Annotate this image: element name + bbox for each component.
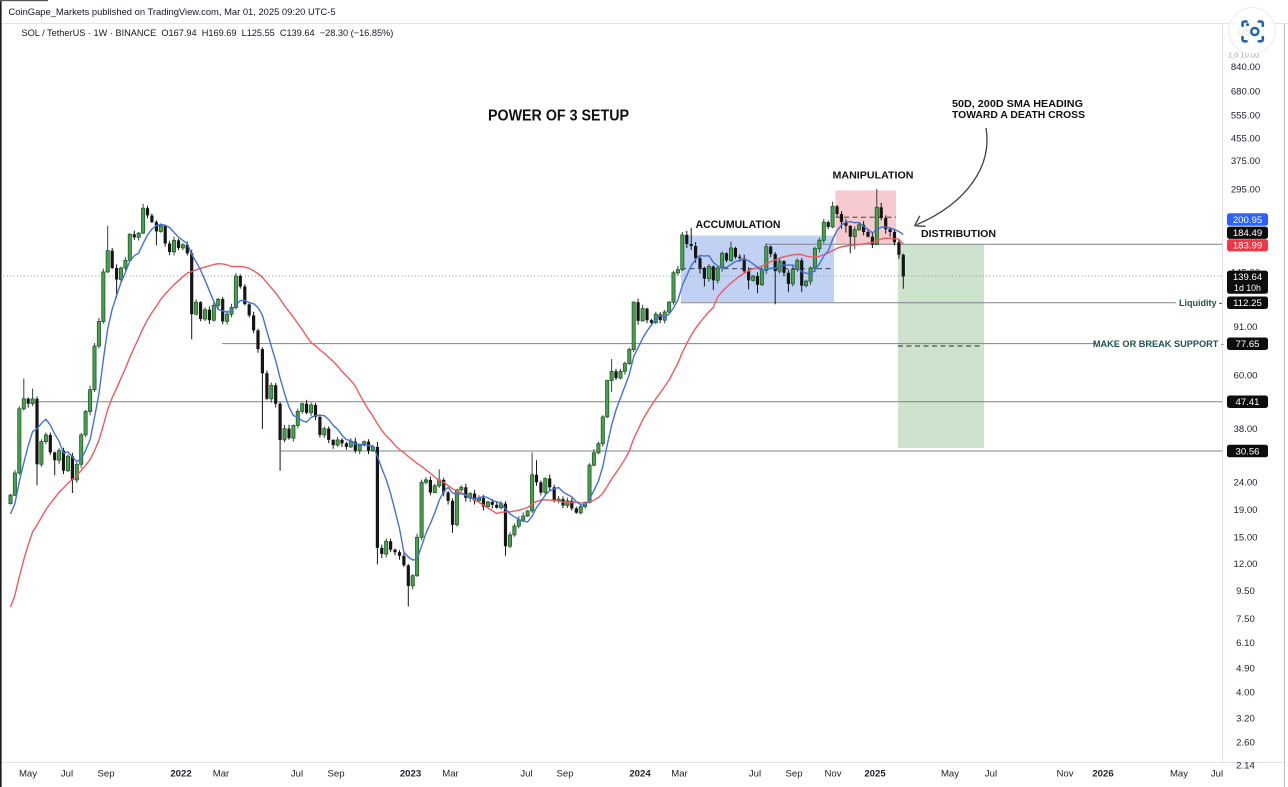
svg-text:DISTRIBUTION: DISTRIBUTION <box>921 228 996 240</box>
svg-text:Sep: Sep <box>556 769 573 780</box>
svg-text:4.90: 4.90 <box>1236 664 1255 675</box>
svg-text:2023: 2023 <box>400 769 421 780</box>
svg-text:183.99: 183.99 <box>1233 241 1262 252</box>
svg-text:Jul: Jul <box>1211 769 1223 780</box>
svg-text:Sep: Sep <box>785 769 802 780</box>
svg-text:555.00: 555.00 <box>1231 110 1260 121</box>
svg-text:Sep: Sep <box>97 769 114 780</box>
svg-text:POWER OF 3 SETUP: POWER OF 3 SETUP <box>488 108 629 125</box>
svg-text:Mar: Mar <box>213 769 230 780</box>
svg-text:12.00: 12.00 <box>1233 559 1257 570</box>
svg-text:30.56: 30.56 <box>1235 446 1259 457</box>
svg-text:Jul: Jul <box>61 769 73 780</box>
svg-text:47.41: 47.41 <box>1235 397 1259 408</box>
svg-text:60.00: 60.00 <box>1233 371 1257 382</box>
svg-text:2.60: 2.60 <box>1236 738 1255 749</box>
svg-text:38.00: 38.00 <box>1233 424 1257 435</box>
svg-text:Jul: Jul <box>749 769 761 780</box>
svg-text:7.50: 7.50 <box>1236 614 1255 625</box>
svg-text:May: May <box>1170 769 1188 780</box>
svg-text:Nov: Nov <box>824 769 841 780</box>
svg-text:Sep: Sep <box>327 769 344 780</box>
svg-text:6.10: 6.10 <box>1236 638 1255 649</box>
svg-text:2026: 2026 <box>1092 769 1113 780</box>
svg-text:840.00: 840.00 <box>1231 62 1260 73</box>
svg-text:200.95: 200.95 <box>1233 215 1262 226</box>
svg-text:15.00: 15.00 <box>1233 533 1257 544</box>
svg-text:2025: 2025 <box>864 769 886 780</box>
svg-text:680.00: 680.00 <box>1231 87 1260 98</box>
svg-text:3.20: 3.20 <box>1236 713 1255 724</box>
svg-text:MANIPULATION: MANIPULATION <box>833 170 914 182</box>
svg-text:2022: 2022 <box>170 769 191 780</box>
svg-text:184.49: 184.49 <box>1233 228 1262 239</box>
svg-text:24.00: 24.00 <box>1233 478 1257 489</box>
svg-text:1d 10h: 1d 10h <box>1234 283 1261 293</box>
svg-text:4.00: 4.00 <box>1236 687 1255 698</box>
svg-text:1,0 10.00: 1,0 10.00 <box>1228 51 1259 60</box>
svg-text:TOWARD A DEATH CROSS: TOWARD A DEATH CROSS <box>952 109 1085 121</box>
svg-text:Jul: Jul <box>291 769 303 780</box>
svg-text:Nov: Nov <box>1056 769 1073 780</box>
svg-text:19.00: 19.00 <box>1233 505 1257 516</box>
svg-text:2024: 2024 <box>629 769 651 780</box>
svg-text:May: May <box>19 769 37 780</box>
svg-text:9.50: 9.50 <box>1236 586 1255 597</box>
svg-text:112.25: 112.25 <box>1233 298 1262 309</box>
svg-text:MAKE OR BREAK SUPPORT -: MAKE OR BREAK SUPPORT - <box>1093 339 1224 349</box>
svg-text:77.65: 77.65 <box>1235 339 1259 350</box>
svg-text:375.00: 375.00 <box>1231 156 1260 167</box>
svg-text:ACCUMULATION: ACCUMULATION <box>696 219 781 231</box>
svg-text:Mar: Mar <box>442 769 459 780</box>
svg-text:295.00: 295.00 <box>1231 184 1260 195</box>
svg-text:91.00: 91.00 <box>1233 322 1257 333</box>
svg-text:May: May <box>941 769 959 780</box>
svg-text:Mar: Mar <box>671 769 688 780</box>
svg-text:Jul: Jul <box>520 769 532 780</box>
svg-text:2.14: 2.14 <box>1236 760 1255 771</box>
svg-text:Liquidity -: Liquidity - <box>1179 298 1222 308</box>
svg-text:CoinGape_Markets published on: CoinGape_Markets published on TradingVie… <box>9 6 336 17</box>
svg-text:Jul: Jul <box>985 769 997 780</box>
svg-text:139.64: 139.64 <box>1233 272 1263 283</box>
svg-text:455.00: 455.00 <box>1231 134 1260 145</box>
svg-text:SOL / TetherUS · 1W · BINANCE: SOL / TetherUS · 1W · BINANCE O167.94 H1… <box>22 28 394 38</box>
svg-text:50D, 200D SMA HEADING: 50D, 200D SMA HEADING <box>952 98 1083 110</box>
